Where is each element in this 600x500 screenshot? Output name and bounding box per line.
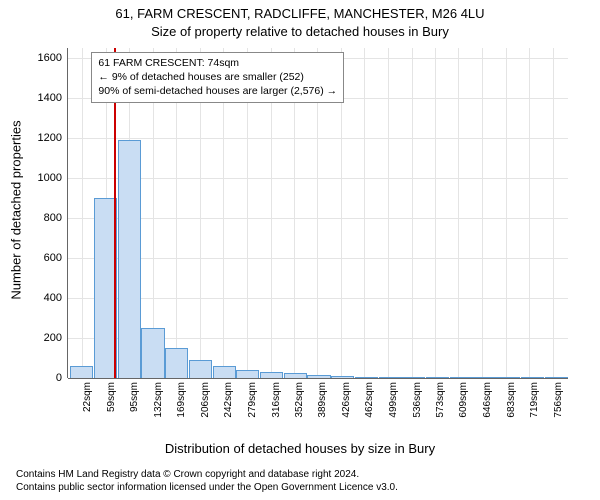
x-axis-label: Distribution of detached houses by size …	[0, 441, 600, 456]
x-tick-label: 719sqm	[529, 382, 540, 418]
x-tick-label: 59sqm	[106, 382, 117, 412]
grid-line-v	[506, 48, 507, 378]
x-tick-label: 316sqm	[271, 382, 282, 418]
y-tick-label: 1200	[38, 132, 62, 144]
x-tick-label: 683sqm	[506, 382, 517, 418]
x-tick-label: 242sqm	[223, 382, 234, 418]
histogram-bar	[165, 348, 188, 378]
y-axis-label: Number of detached properties	[9, 120, 24, 299]
grid-line-v	[553, 48, 554, 378]
grid-line-v	[482, 48, 483, 378]
annotation-line1: 61 FARM CRESCENT: 74sqm	[98, 56, 337, 70]
property-size-histogram: 61, FARM CRESCENT, RADCLIFFE, MANCHESTER…	[0, 0, 600, 500]
y-tick-label: 600	[44, 252, 62, 264]
x-axis-line	[68, 378, 568, 379]
y-tick-label: 200	[44, 332, 62, 344]
attribution: Contains HM Land Registry data © Crown c…	[16, 468, 588, 494]
x-tick-label: 132sqm	[153, 382, 164, 418]
x-tick-label: 462sqm	[364, 382, 375, 418]
y-tick-label: 400	[44, 292, 62, 304]
x-tick-label: 206sqm	[200, 382, 211, 418]
attribution-line1: Contains HM Land Registry data © Crown c…	[16, 468, 588, 481]
histogram-bar	[189, 360, 212, 378]
x-tick-label: 756sqm	[553, 382, 564, 418]
x-tick-label: 646sqm	[482, 382, 493, 418]
x-tick-label: 609sqm	[458, 382, 469, 418]
y-tick-label: 800	[44, 212, 62, 224]
attribution-line2: Contains public sector information licen…	[16, 481, 588, 494]
grid-line-v	[388, 48, 389, 378]
grid-line-v	[82, 48, 83, 378]
chart-title-main: 61, FARM CRESCENT, RADCLIFFE, MANCHESTER…	[0, 6, 600, 21]
plot-area: 61 FARM CRESCENT: 74sqm ← 9% of detached…	[68, 48, 568, 378]
grid-line-v	[529, 48, 530, 378]
histogram-bar	[213, 366, 236, 378]
grid-line-v	[435, 48, 436, 378]
chart-title-sub: Size of property relative to detached ho…	[0, 24, 600, 39]
x-tick-label: 95sqm	[129, 382, 140, 412]
y-tick-label: 1000	[38, 172, 62, 184]
histogram-bar	[118, 140, 141, 378]
x-tick-label: 352sqm	[294, 382, 305, 418]
y-axis-line	[67, 48, 68, 378]
x-tick-label: 279sqm	[247, 382, 258, 418]
annotation-line3: 90% of semi-detached houses are larger (…	[98, 84, 337, 98]
x-tick-label: 499sqm	[388, 382, 399, 418]
histogram-bar	[70, 366, 93, 378]
y-tick-label: 1600	[38, 52, 62, 64]
y-tick-label: 1400	[38, 92, 62, 104]
grid-line-v	[458, 48, 459, 378]
histogram-bar	[141, 328, 164, 378]
grid-line-v	[412, 48, 413, 378]
x-tick-label: 22sqm	[82, 382, 93, 412]
grid-line-v	[364, 48, 365, 378]
x-tick-label: 169sqm	[176, 382, 187, 418]
x-tick-label: 426sqm	[341, 382, 352, 418]
x-tick-label: 573sqm	[435, 382, 446, 418]
annotation-line2: ← 9% of detached houses are smaller (252…	[98, 70, 337, 84]
annotation-box: 61 FARM CRESCENT: 74sqm ← 9% of detached…	[91, 52, 344, 103]
x-tick-label: 389sqm	[317, 382, 328, 418]
x-tick-label: 536sqm	[412, 382, 423, 418]
histogram-bar	[236, 370, 259, 378]
y-tick-label: 0	[56, 372, 62, 384]
